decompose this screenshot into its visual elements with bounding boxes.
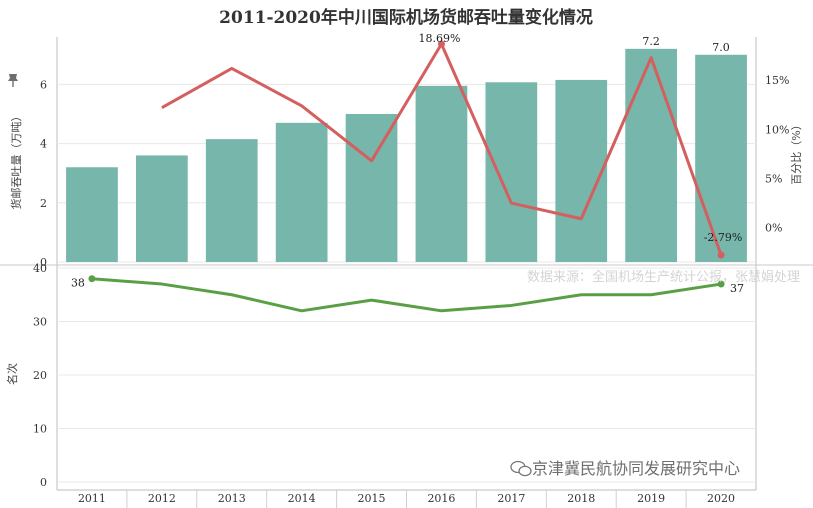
bar[interactable] [485, 82, 538, 262]
growth-y-tick: 5% [765, 172, 782, 185]
wechat-icon [510, 460, 532, 477]
x-tick-label: 2018 [567, 492, 595, 505]
bar[interactable] [555, 79, 608, 262]
rank-point[interactable] [717, 280, 725, 288]
rank-point[interactable] [88, 275, 96, 283]
bar[interactable] [415, 85, 468, 262]
growth-data-label: 18.69% [418, 32, 460, 45]
bar-y-tick: 6 [40, 78, 47, 91]
growth-point[interactable] [717, 251, 725, 259]
rank-data-label: 38 [71, 277, 85, 290]
growth-y-axis-label: 百分比（%） [790, 119, 803, 184]
rank-line[interactable] [91, 277, 722, 313]
bar-data-label: 7.0 [712, 41, 730, 54]
rank-y-tick: 40 [33, 262, 47, 275]
bar-data-label: 7.2 [642, 35, 660, 48]
growth-line-series [161, 40, 725, 259]
x-tick-label: 2017 [497, 492, 525, 505]
rank-y-tick: 20 [33, 369, 47, 382]
x-tick-label: 2012 [148, 492, 176, 505]
x-tick-label: 2014 [288, 492, 316, 505]
x-tick-label: 2011 [78, 492, 106, 505]
bar[interactable] [345, 113, 398, 262]
bar-y-tick: 4 [40, 138, 47, 151]
bar[interactable] [625, 48, 678, 263]
x-tick-label: 2015 [358, 492, 386, 505]
bar[interactable] [135, 155, 188, 262]
rank-y-tick: 0 [40, 476, 47, 489]
rank-y-tick: 30 [33, 316, 47, 329]
rank-data-label: 37 [730, 282, 744, 295]
bar[interactable] [695, 54, 747, 263]
bar[interactable] [275, 122, 328, 263]
data-labels: 7.2 7.0 18.69% -2.79% 38 37 [71, 32, 744, 295]
bar-y-axis-label: 货邮吞吐量（万吨） [9, 111, 23, 210]
rank-line-series [88, 275, 725, 313]
x-tick-label: 2020 [707, 492, 735, 505]
x-tick-label: 2019 [637, 492, 665, 505]
x-tick-label: 2013 [218, 492, 246, 505]
growth-y-tick: 10% [765, 123, 789, 136]
bar-y-tick: 0 [40, 256, 47, 269]
growth-data-label: -2.79% [704, 231, 743, 244]
source-note: 数据来源：全国机场生产统计公报，张慧娟处理 [527, 269, 800, 285]
rank-y-tick: 10 [33, 423, 47, 436]
chart-title: 2011-2020年中川国际机场货邮吞吐量变化情况 [219, 7, 593, 28]
growth-y-tick: 0% [765, 222, 782, 235]
bar[interactable] [66, 167, 118, 262]
axis-ticks: 0 2 4 6 0% 5% 10% 15% 0 10 20 30 40 2011 2012 2013 2014 2… [33, 74, 789, 508]
x-tick-label: 2016 [427, 492, 455, 505]
bar-series [66, 48, 747, 263]
bar[interactable] [205, 139, 258, 262]
bar-y-tick: 2 [40, 197, 47, 210]
rank-y-axis-label: 名次 [5, 363, 19, 385]
watermark: 京津冀民航协同发展研究中心 [532, 459, 740, 478]
growth-point[interactable] [437, 40, 445, 48]
pin-icon[interactable] [8, 74, 18, 87]
growth-y-tick: 15% [765, 74, 789, 87]
